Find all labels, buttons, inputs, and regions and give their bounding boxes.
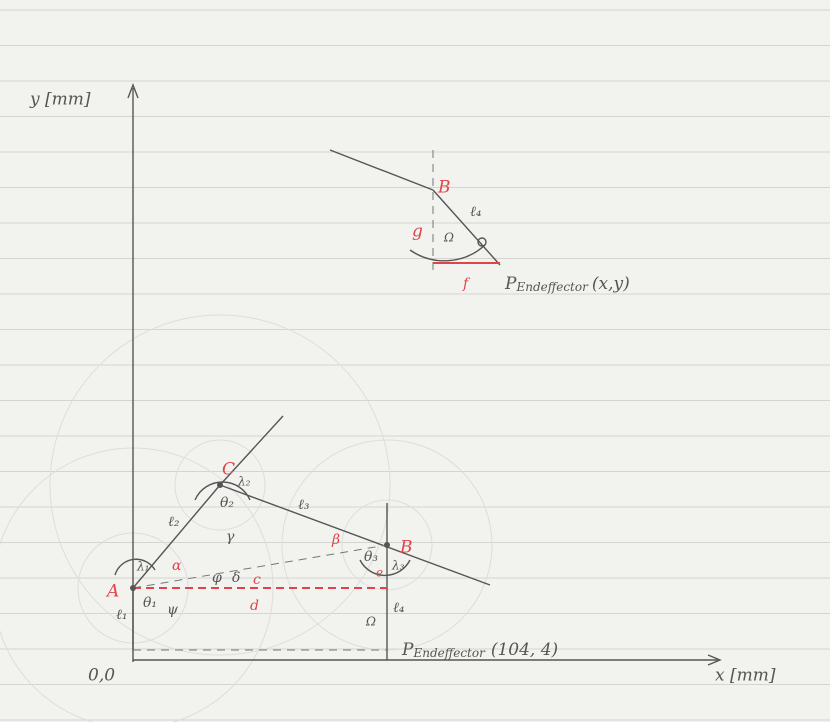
label: ℓ₃	[298, 497, 310, 513]
label: Ω	[365, 615, 376, 629]
label: λ₂	[237, 475, 251, 489]
link-l3	[219, 484, 491, 586]
label: δ	[232, 570, 240, 586]
link-extension	[219, 415, 284, 486]
label: d	[250, 598, 259, 614]
paper-lines	[0, 9, 830, 721]
inset-link	[329, 149, 434, 191]
inset-joint	[477, 237, 487, 247]
x-axis-label: x [mm]	[715, 666, 776, 686]
label: θ₁	[143, 595, 157, 611]
point-c: C	[222, 460, 235, 480]
label: γ	[226, 529, 235, 545]
label: β	[331, 532, 340, 548]
label: ψ	[167, 602, 179, 618]
inset-point-b: B	[437, 178, 451, 198]
text: P	[401, 640, 414, 660]
label: ℓ₂	[168, 514, 180, 530]
text: (x,y)	[592, 274, 630, 294]
link-l2	[132, 484, 221, 589]
angle-arc	[114, 558, 156, 576]
label: ℓ₄	[470, 204, 482, 220]
label: ℓ₄	[393, 600, 405, 616]
circle	[174, 439, 266, 531]
joint-c	[217, 482, 223, 488]
distance-c	[132, 544, 388, 589]
construction-circles	[0, 314, 493, 722]
label: c	[253, 572, 261, 588]
label: θ₂	[220, 495, 234, 511]
y-axis-label: y [mm]	[29, 90, 91, 110]
label: g	[412, 222, 423, 242]
text: P	[504, 274, 517, 294]
joint-a	[130, 585, 136, 591]
text: Endeffector	[412, 646, 486, 660]
point-b: B	[399, 538, 413, 558]
point-a: A	[105, 582, 119, 602]
label: λ₁	[136, 560, 149, 574]
origin-label: 0,0	[88, 666, 115, 686]
angle-arc	[194, 481, 251, 501]
endeffector-label: PEndeffector (104, 4)	[401, 640, 558, 660]
circle	[49, 314, 391, 656]
joint-b	[384, 542, 390, 548]
y-arrow	[127, 83, 139, 99]
text: (104, 4)	[491, 640, 558, 660]
label: α	[172, 558, 182, 574]
label: f	[462, 276, 471, 292]
label: Ω	[443, 231, 454, 245]
label: φ	[212, 570, 222, 586]
inset-l4	[432, 189, 501, 266]
x-arrow	[707, 654, 722, 666]
text: Endeffector	[515, 280, 589, 294]
inset-arc	[409, 244, 486, 262]
label: θ₃	[364, 549, 378, 565]
label: e	[376, 566, 383, 580]
label: λ₃	[391, 559, 405, 573]
angle-arc	[359, 559, 411, 577]
inset-endeffector-label: PEndeffector (x,y)	[504, 274, 630, 294]
label: ℓ₁	[116, 607, 127, 623]
